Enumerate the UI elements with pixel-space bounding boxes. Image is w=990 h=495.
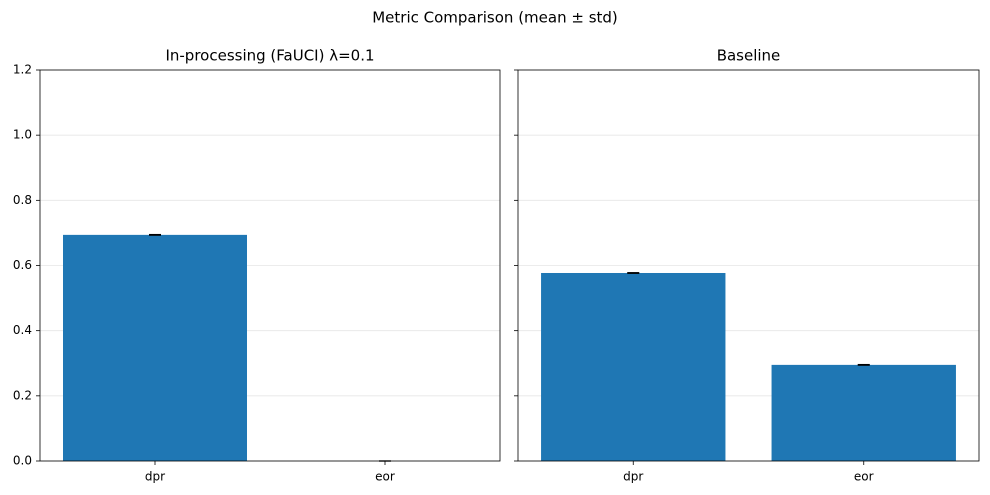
bar xyxy=(541,272,726,461)
x-tick-label: dpr xyxy=(623,470,643,484)
y-tick-label: 0.2 xyxy=(13,388,32,402)
y-tick-label: 0.6 xyxy=(13,258,32,272)
y-tick-label: 1.0 xyxy=(13,128,32,142)
bar xyxy=(771,364,956,461)
axes-frame xyxy=(39,69,501,462)
bar xyxy=(63,234,247,461)
subplot-title: Baseline xyxy=(717,47,781,65)
y-tick-label: 0.4 xyxy=(13,323,32,337)
axes-frame xyxy=(517,69,980,462)
figure-title: Metric Comparison (mean ± std) xyxy=(372,9,618,27)
y-tick-label: 0.8 xyxy=(13,193,32,207)
x-tick-label: eor xyxy=(854,470,874,484)
subplot-title: In-processing (FaUCI) λ=0.1 xyxy=(165,47,374,65)
x-tick-label: dpr xyxy=(145,470,165,484)
y-tick-label: 1.2 xyxy=(13,63,32,77)
x-tick-label: eor xyxy=(375,470,395,484)
y-tick-label: 0.0 xyxy=(13,454,32,468)
